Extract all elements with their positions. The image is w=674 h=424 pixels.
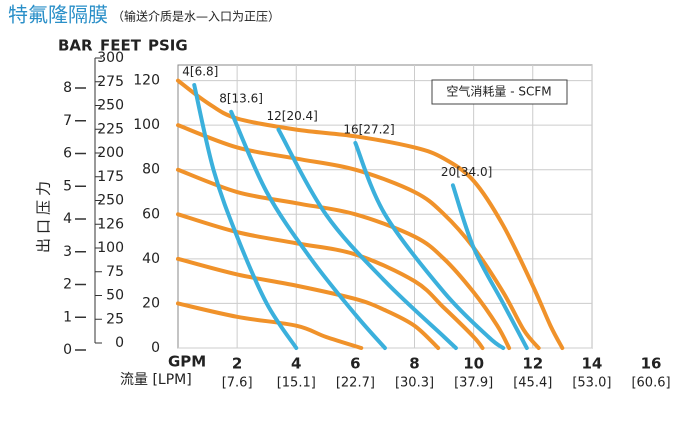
x-lpm-label: [30.3] bbox=[395, 376, 434, 391]
bar-tick-label: 4 bbox=[63, 211, 72, 227]
x-tick-label: 16 bbox=[641, 355, 662, 373]
x-lpm-label: [15.1] bbox=[277, 376, 316, 391]
legend-box bbox=[431, 79, 568, 105]
feet-tick-label: 275 bbox=[97, 74, 124, 90]
feet-tick-label: 0 bbox=[115, 335, 124, 351]
x-lpm-label: [60.6] bbox=[631, 376, 670, 391]
feet-tick-label: 126 bbox=[97, 216, 124, 232]
x-lpm-label: [45.4] bbox=[513, 376, 552, 391]
curve-label: 8[13.6] bbox=[219, 91, 263, 105]
feet-tick-label: 100 bbox=[97, 240, 124, 256]
bar-tick-label: 8 bbox=[63, 80, 72, 96]
bar-tick-label: 3 bbox=[63, 244, 72, 260]
bar-axis-title: BAR bbox=[58, 37, 93, 55]
psig-axis-title: PSIG bbox=[148, 37, 188, 55]
feet-tick-label: 250 bbox=[97, 98, 124, 114]
feet-tick-label: 175 bbox=[97, 169, 124, 185]
curve bbox=[276, 127, 458, 350]
feet-tick-label: 25 bbox=[106, 311, 124, 327]
y-tick-label: 80 bbox=[142, 162, 160, 178]
feet-tick-label: 50 bbox=[106, 288, 124, 304]
curve bbox=[176, 301, 364, 350]
feet-axis-title: FEET bbox=[100, 37, 142, 55]
y-tick-label: 100 bbox=[133, 117, 160, 133]
feet-tick-label: 250 bbox=[97, 193, 124, 209]
curve bbox=[176, 123, 541, 350]
x-axis-label-lpm: 流量 [LPM] bbox=[120, 372, 192, 388]
x-tick-label: 4 bbox=[291, 355, 301, 373]
curve bbox=[176, 212, 485, 350]
chart-subtitle: （输送介质是水—入口为正压） bbox=[112, 9, 280, 24]
y-tick-label: 40 bbox=[142, 251, 160, 267]
x-lpm-label: [37.9] bbox=[454, 376, 493, 391]
x-tick-label: 12 bbox=[522, 355, 543, 373]
x-tick-label: 10 bbox=[463, 355, 484, 373]
legend-title: 空气消耗量 - SCFM bbox=[446, 84, 551, 99]
bar-tick-label: 6 bbox=[63, 146, 72, 162]
y-tick-label: 120 bbox=[133, 73, 160, 89]
y-axis-label: 出口压力 bbox=[35, 177, 53, 253]
x-tick-label: 14 bbox=[581, 355, 602, 373]
x-lpm-label: [22.7] bbox=[336, 376, 375, 391]
curve-label: 12[20.4] bbox=[267, 109, 318, 123]
feet-tick-label: 225 bbox=[97, 121, 124, 137]
curve bbox=[353, 140, 506, 350]
x-tick-label: 8 bbox=[409, 355, 419, 373]
plot-frame bbox=[177, 64, 593, 349]
curve bbox=[450, 183, 529, 350]
curve-label: 16[27.2] bbox=[343, 122, 394, 136]
bar-tick-label: 5 bbox=[63, 178, 72, 194]
x-tick-label: 6 bbox=[350, 355, 360, 373]
bar-tick-label: 2 bbox=[63, 277, 72, 293]
y-tick-label: 0 bbox=[151, 340, 160, 356]
curve-label: 4[6.8] bbox=[182, 65, 218, 79]
curve bbox=[229, 109, 387, 350]
curve bbox=[192, 83, 299, 350]
curve-label: 20[34.0] bbox=[441, 165, 492, 179]
x-tick-label: 2 bbox=[232, 355, 242, 373]
feet-tick-label: 300 bbox=[97, 50, 124, 66]
y-tick-label: 60 bbox=[142, 206, 160, 222]
curve bbox=[176, 167, 512, 350]
x-lpm-label: [7.6] bbox=[222, 376, 253, 391]
bar-tick-label: 1 bbox=[63, 309, 72, 325]
x-lpm-label: [53.0] bbox=[572, 376, 611, 391]
bar-tick-label: 7 bbox=[63, 113, 72, 129]
x-axis-label: GPM bbox=[168, 353, 206, 371]
chart-title: 特氟隆隔膜 bbox=[8, 3, 108, 27]
feet-tick-label: 200 bbox=[97, 145, 124, 161]
y-tick-label: 20 bbox=[142, 295, 160, 311]
curve bbox=[176, 256, 441, 350]
bar-tick-label: 0 bbox=[63, 342, 72, 358]
feet-tick-label: 75 bbox=[106, 264, 124, 280]
